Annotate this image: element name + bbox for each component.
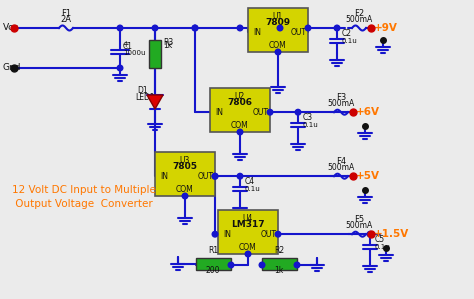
Text: 1000u: 1000u	[123, 50, 146, 56]
Circle shape	[294, 262, 300, 268]
Circle shape	[212, 173, 218, 179]
Text: 7809: 7809	[265, 18, 291, 27]
Text: LED1: LED1	[135, 93, 155, 102]
Text: F4: F4	[336, 157, 346, 166]
Text: COM: COM	[231, 120, 249, 129]
Text: R2: R2	[274, 246, 284, 255]
Text: D1: D1	[137, 86, 147, 95]
Text: U1: U1	[273, 12, 283, 21]
Circle shape	[237, 173, 243, 179]
Text: +9V: +9V	[374, 23, 398, 33]
Bar	[210, 88, 270, 132]
Circle shape	[275, 49, 281, 55]
Circle shape	[275, 231, 281, 237]
Bar	[149, 40, 161, 68]
Text: 500mA: 500mA	[328, 163, 355, 172]
Text: 0.1u: 0.1u	[245, 186, 261, 192]
Text: R1: R1	[208, 246, 218, 255]
Text: 1k: 1k	[163, 41, 172, 50]
Text: C1: C1	[123, 42, 133, 51]
Circle shape	[117, 25, 123, 31]
Text: F1: F1	[61, 9, 71, 18]
Bar	[196, 258, 231, 270]
Circle shape	[259, 262, 265, 268]
Circle shape	[212, 173, 218, 179]
Text: 0.1u: 0.1u	[375, 244, 391, 250]
Circle shape	[237, 129, 243, 135]
Circle shape	[117, 65, 123, 71]
Circle shape	[277, 25, 283, 31]
Text: 7806: 7806	[228, 98, 253, 107]
Circle shape	[334, 25, 340, 31]
Text: LM317: LM317	[231, 220, 265, 229]
Circle shape	[192, 25, 198, 31]
Text: F2: F2	[354, 9, 364, 18]
Text: COM: COM	[239, 242, 257, 251]
Text: Vcc: Vcc	[3, 22, 19, 31]
Text: F5: F5	[354, 215, 364, 224]
Circle shape	[212, 231, 218, 237]
Circle shape	[192, 25, 198, 31]
Text: +1.5V: +1.5V	[374, 229, 409, 239]
Circle shape	[245, 251, 251, 257]
Text: 500mA: 500mA	[346, 221, 373, 230]
Text: F3: F3	[336, 93, 346, 102]
Text: C3: C3	[303, 113, 313, 122]
Polygon shape	[147, 95, 163, 109]
Circle shape	[367, 231, 373, 237]
Text: 2A: 2A	[61, 15, 72, 24]
Text: 500mA: 500mA	[346, 15, 373, 24]
Circle shape	[295, 109, 301, 115]
Text: OUT: OUT	[198, 172, 214, 181]
Text: 500mA: 500mA	[328, 99, 355, 108]
Circle shape	[228, 262, 234, 268]
Text: 0.1u: 0.1u	[342, 38, 358, 44]
Text: U4: U4	[243, 214, 253, 223]
Text: COM: COM	[176, 184, 194, 193]
Text: C2: C2	[342, 29, 352, 38]
Text: OUT: OUT	[261, 230, 277, 239]
Bar	[218, 210, 278, 254]
Text: R3: R3	[163, 38, 173, 47]
Text: IN: IN	[253, 28, 261, 37]
Text: +: +	[122, 40, 128, 49]
Text: COM: COM	[269, 40, 287, 50]
Text: U3: U3	[180, 156, 190, 165]
Circle shape	[182, 193, 188, 199]
Text: +5V: +5V	[356, 171, 380, 181]
Text: Gnd: Gnd	[2, 62, 20, 71]
Text: OUT: OUT	[291, 28, 307, 37]
Bar	[262, 258, 297, 270]
Text: C4: C4	[245, 177, 255, 186]
Text: IN: IN	[215, 108, 223, 117]
Text: 7805: 7805	[173, 162, 198, 171]
Bar	[248, 8, 308, 52]
Text: 12 Volt DC Input to Multiple
 Output Voltage  Converter: 12 Volt DC Input to Multiple Output Volt…	[12, 185, 156, 209]
Text: 200: 200	[206, 266, 220, 275]
Circle shape	[305, 25, 311, 31]
Text: 1k: 1k	[274, 266, 283, 275]
Text: IN: IN	[160, 172, 168, 181]
Bar	[155, 152, 215, 196]
Text: U2: U2	[235, 92, 245, 101]
Text: OUT: OUT	[253, 108, 269, 117]
Text: IN: IN	[223, 230, 231, 239]
Circle shape	[267, 109, 273, 115]
Text: +6V: +6V	[356, 107, 380, 117]
Text: 0.1u: 0.1u	[303, 122, 319, 128]
Text: C5: C5	[375, 235, 385, 244]
Circle shape	[152, 25, 158, 31]
Circle shape	[237, 25, 243, 31]
